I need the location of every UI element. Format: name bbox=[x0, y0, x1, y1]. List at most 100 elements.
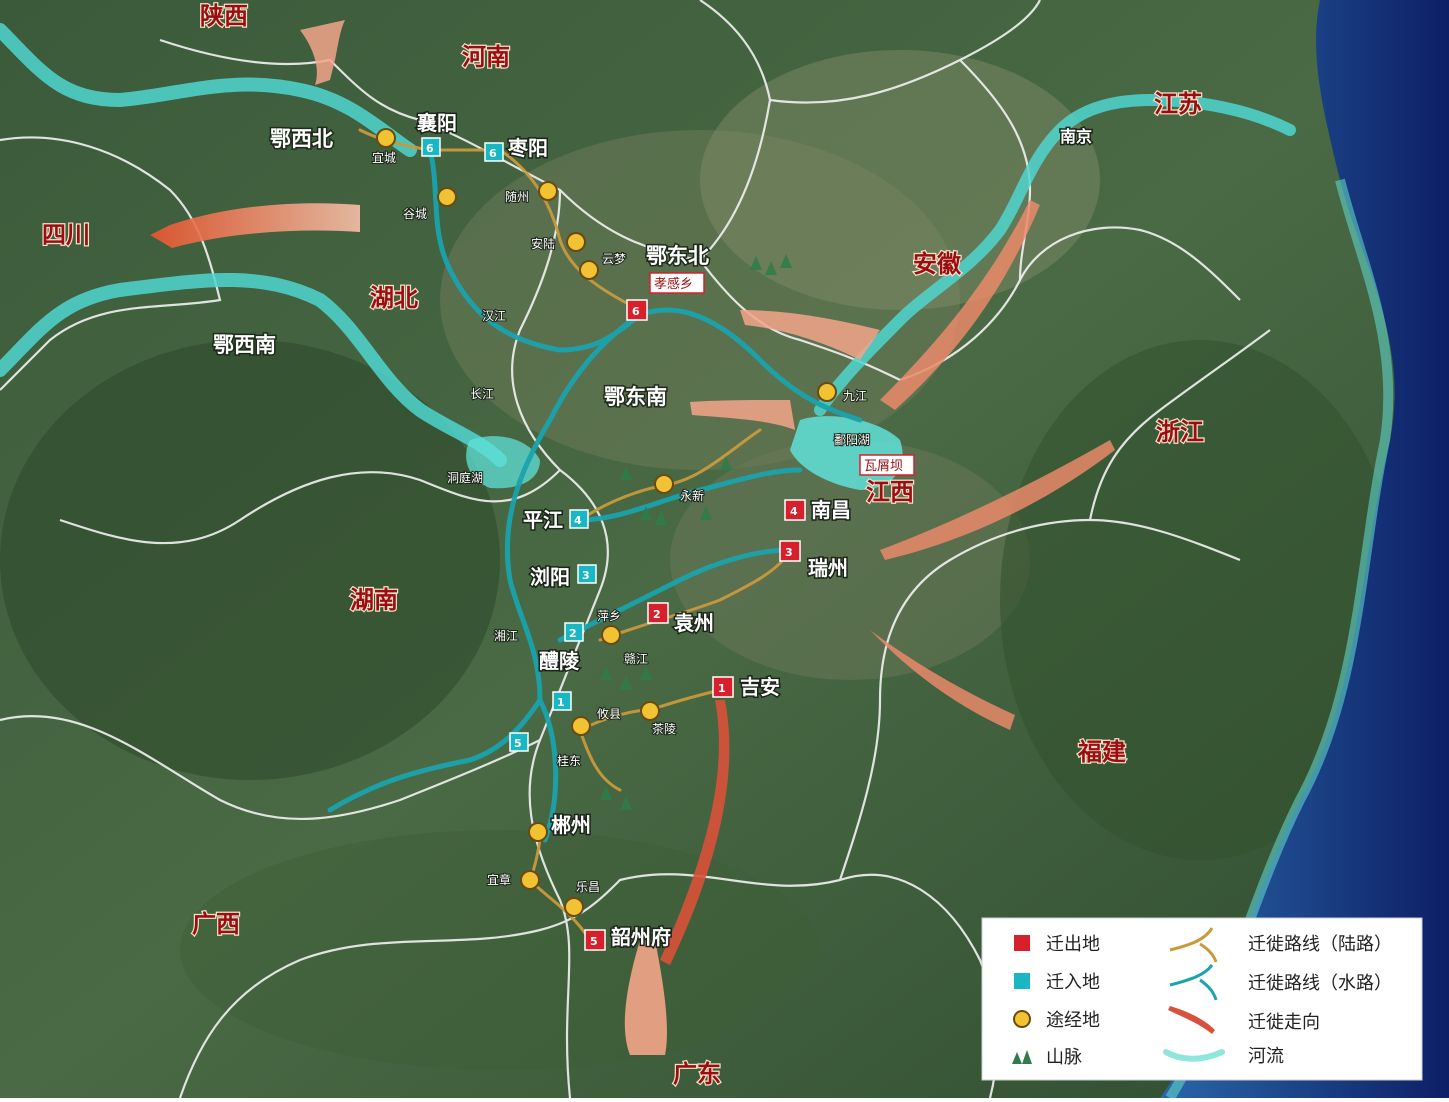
via-points bbox=[376, 128, 837, 917]
legend-land-route-label: 迁徙路线（陆路） bbox=[1248, 934, 1392, 955]
origin-box bbox=[859, 454, 915, 476]
province-labels: 陕西 河南 四川 湖北 安徽 江苏 浙江 江西 湖南 福建 广西 广东 bbox=[41, 1, 1205, 1089]
svg-text:1: 1 bbox=[557, 696, 565, 709]
place-liling: 醴陵 bbox=[539, 649, 580, 673]
province-hubei: 湖北 bbox=[370, 284, 418, 312]
legend-out-label: 迁出地 bbox=[1046, 934, 1100, 955]
plain-area bbox=[670, 440, 1030, 680]
svg-text:6: 6 bbox=[632, 305, 640, 318]
place-labels: 襄阳 枣阳 南京 平江 浏阳 醴陵 南昌 瑞州 袁州 吉安 郴州 韶州府 bbox=[415, 110, 1094, 951]
via-point bbox=[601, 625, 621, 645]
small-label: 随州 bbox=[505, 189, 529, 204]
legend-direction-label: 迁徙走向 bbox=[1248, 1012, 1320, 1033]
small-label: 洞庭湖 bbox=[447, 470, 483, 485]
place-xiangyang: 襄阳 bbox=[416, 111, 457, 135]
province-shaanxi: 陕西 bbox=[200, 2, 248, 30]
province-henan: 河南 bbox=[462, 43, 510, 71]
legend: 迁出地 迁入地 途经地 山脉 迁徙路线（陆路） 迁徙路线（水路） 迁徙走向 河流 bbox=[981, 917, 1423, 1081]
province-anhui: 安徽 bbox=[913, 250, 962, 278]
region-edongbei: 鄂东北 bbox=[646, 244, 709, 268]
svg-text:4: 4 bbox=[574, 514, 582, 527]
water-routes bbox=[327, 147, 863, 843]
via-point bbox=[579, 260, 599, 280]
small-label: 安陆 bbox=[531, 236, 555, 251]
arrow-to-sichuan bbox=[150, 203, 360, 248]
legend-mountain-label: 山脉 bbox=[1046, 1047, 1082, 1068]
small-label: 宜城 bbox=[372, 150, 396, 165]
legend-direction-icon bbox=[1168, 1006, 1215, 1034]
region-labels: 鄂西北 鄂西南 鄂东北 鄂东南 bbox=[212, 126, 711, 411]
place-liuyang: 浏阳 bbox=[530, 565, 570, 589]
in-point bbox=[569, 509, 589, 529]
via-point bbox=[566, 232, 586, 252]
legend-mountain-icon bbox=[1012, 1050, 1032, 1064]
migration-arrows bbox=[150, 20, 1115, 1055]
arrow-to-zhejiang bbox=[880, 440, 1115, 560]
legend-land-route-icon bbox=[1169, 927, 1218, 963]
via-point bbox=[437, 187, 457, 207]
mountain-area bbox=[0, 340, 500, 780]
mountain-area bbox=[180, 830, 820, 1070]
svg-text:3: 3 bbox=[785, 546, 793, 559]
small-label: 湘江 bbox=[494, 628, 518, 643]
province-guangdong: 广东 bbox=[673, 1060, 721, 1088]
svg-text:5: 5 bbox=[590, 935, 598, 948]
svg-text:3: 3 bbox=[582, 569, 590, 582]
small-label: 谷城 bbox=[403, 207, 427, 221]
out-point bbox=[712, 676, 734, 698]
province-zhejiang: 浙江 bbox=[1156, 418, 1204, 446]
in-point bbox=[577, 564, 597, 584]
via-point bbox=[654, 474, 674, 494]
place-zaoyang: 枣阳 bbox=[507, 136, 548, 160]
svg-text:6: 6 bbox=[426, 142, 434, 155]
place-jian: 吉安 bbox=[740, 675, 780, 699]
arrow-to-edongbei bbox=[740, 310, 880, 360]
in-points: 6 6 4 3 2 1 5 bbox=[421, 137, 597, 752]
out-points: 6 4 3 2 1 5 bbox=[584, 299, 806, 951]
svg-text:4: 4 bbox=[790, 505, 798, 518]
place-nanjing: 南京 bbox=[1060, 127, 1092, 146]
place-chenzhou: 郴州 bbox=[551, 813, 591, 837]
svg-text:2: 2 bbox=[653, 608, 661, 621]
legend-water-route-label: 迁徙路线（水路） bbox=[1248, 973, 1392, 994]
small-label: 汉江 bbox=[482, 309, 506, 323]
small-label: 乐昌 bbox=[576, 880, 600, 894]
arrow-to-guangdong bbox=[660, 700, 730, 965]
via-point bbox=[376, 128, 396, 148]
arrow-to-shaanxi bbox=[300, 20, 345, 85]
out-point bbox=[584, 929, 606, 951]
svg-text:6: 6 bbox=[489, 147, 497, 160]
in-point bbox=[564, 622, 584, 642]
region-edongnan: 鄂东南 bbox=[604, 385, 667, 409]
place-nanchang: 南昌 bbox=[811, 498, 851, 522]
in-point bbox=[509, 732, 529, 752]
via-point bbox=[640, 701, 660, 721]
place-ruizhou: 瑞州 bbox=[808, 556, 848, 580]
via-point bbox=[520, 870, 540, 890]
mountain-area bbox=[1000, 340, 1400, 860]
small-label: 萍乡 bbox=[597, 609, 621, 623]
legend-river-icon bbox=[1163, 1049, 1225, 1062]
legend-in-label: 迁入地 bbox=[1046, 972, 1100, 993]
small-label: 赣江 bbox=[624, 652, 648, 666]
small-label: 攸县 bbox=[597, 706, 621, 721]
place-yuanzhou: 袁州 bbox=[673, 611, 714, 635]
small-label: 云梦 bbox=[602, 252, 626, 266]
region-exinan: 鄂西南 bbox=[213, 333, 276, 357]
province-hunan: 湖南 bbox=[350, 586, 398, 614]
arrow-to-fujian bbox=[870, 630, 1015, 730]
small-label: 永新 bbox=[680, 488, 704, 503]
small-label: 宜章 bbox=[487, 872, 511, 887]
legend-in-swatch bbox=[1014, 973, 1030, 989]
province-jiangxi: 江西 bbox=[866, 478, 914, 506]
small-label: 鄱阳湖 bbox=[834, 432, 870, 447]
out-point bbox=[647, 602, 669, 624]
out-point bbox=[784, 499, 806, 521]
via-point bbox=[817, 382, 837, 402]
origin-box bbox=[649, 272, 705, 294]
in-point bbox=[484, 142, 504, 162]
province-sichuan: 四川 bbox=[42, 221, 90, 249]
small-label: 桂东 bbox=[557, 753, 581, 768]
